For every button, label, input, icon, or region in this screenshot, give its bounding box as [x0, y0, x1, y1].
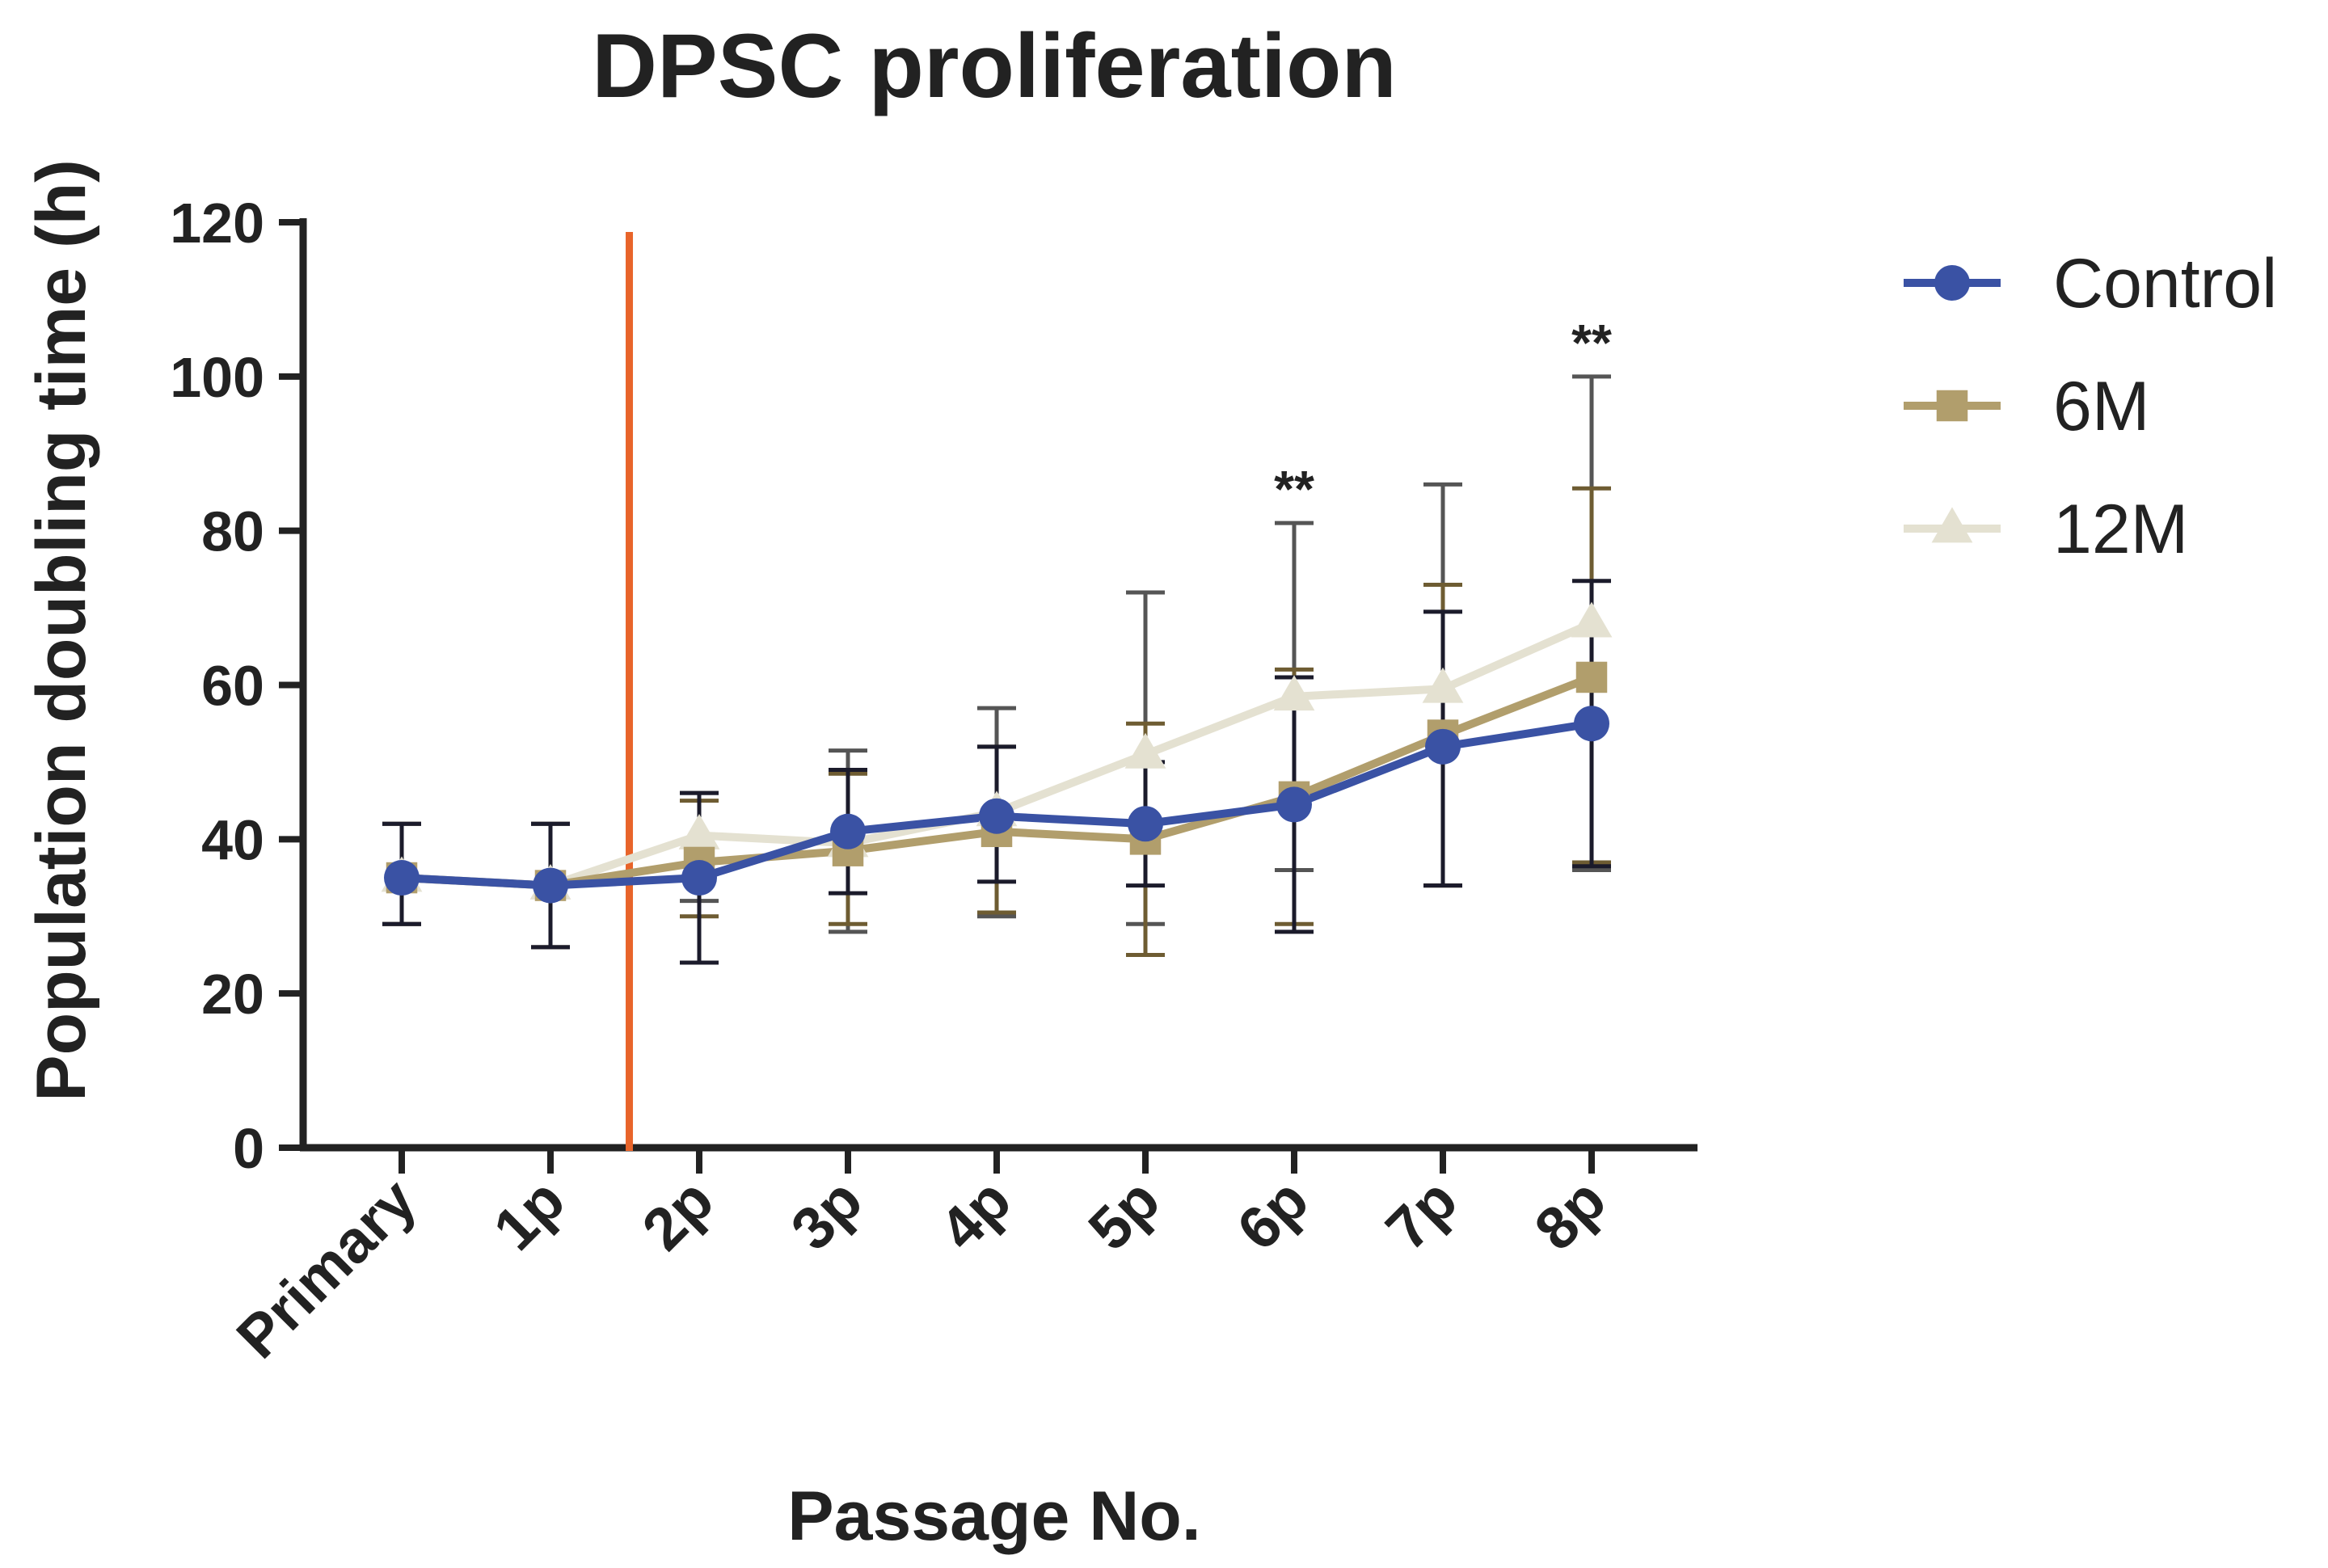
- y-axis-label: Population doubling time (h): [23, 159, 100, 1102]
- data-point-12m: [1571, 601, 1613, 638]
- y-tick-label: 80: [201, 500, 264, 563]
- data-point-control: [384, 860, 420, 896]
- significance-marker: **: [1274, 460, 1314, 518]
- chart-title: DPSC proliferation: [592, 15, 1397, 116]
- legend-marker-control: [1934, 265, 1970, 301]
- x-tick-label: 7p: [1373, 1166, 1470, 1263]
- y-tick-label: 0: [233, 1117, 264, 1180]
- legend-marker-12m: [1931, 507, 1973, 543]
- data-point-6m: [1575, 661, 1608, 693]
- data-point-12m: [678, 813, 720, 849]
- x-tick-label: 4p: [927, 1166, 1024, 1263]
- data-point-control: [1128, 806, 1163, 842]
- data-point-control: [1574, 706, 1609, 742]
- x-tick-label: Primary: [224, 1166, 429, 1372]
- x-tick-label: 8p: [1522, 1166, 1619, 1263]
- x-tick-label: 2p: [630, 1166, 727, 1263]
- legend-label-12m: 12M: [2053, 491, 2188, 568]
- x-tick-label: 3p: [778, 1166, 875, 1263]
- data-point-12m: [1273, 675, 1315, 711]
- y-tick-label: 20: [201, 963, 264, 1026]
- x-tick-label: 6p: [1225, 1166, 1322, 1263]
- y-tick-label: 40: [201, 808, 264, 871]
- data-point-control: [533, 867, 568, 904]
- legend: Control 6M 12M: [1904, 245, 2277, 568]
- data-point-control: [1425, 728, 1461, 765]
- significance-marker: **: [1571, 314, 1612, 372]
- y-tick-label: 60: [201, 655, 264, 718]
- legend-label-control: Control: [2053, 245, 2277, 322]
- error-bars: [382, 374, 1611, 965]
- data-point-12m: [1124, 732, 1166, 769]
- data-point-12m: [1422, 667, 1464, 703]
- x-axis-label: Passage No.: [787, 1477, 1200, 1555]
- data-point-control: [830, 813, 866, 849]
- series-markers: [381, 601, 1613, 904]
- y-tick-label: 120: [170, 192, 264, 255]
- annotations: ** **: [1274, 314, 1612, 518]
- axes: 0 20 40 60 80 100 120 Primary 1p 2p 3p 4p 5p 6p 7p 8p: [170, 192, 1698, 1371]
- x-tick-label: 5p: [1076, 1166, 1173, 1263]
- legend-marker-6m: [1936, 390, 1968, 422]
- data-point-control: [979, 798, 1014, 834]
- data-point-control: [681, 860, 717, 896]
- y-tick-label: 100: [170, 346, 264, 409]
- x-tick-label: 1p: [481, 1166, 578, 1263]
- legend-label-6m: 6M: [2053, 368, 2149, 445]
- data-point-control: [1276, 786, 1312, 823]
